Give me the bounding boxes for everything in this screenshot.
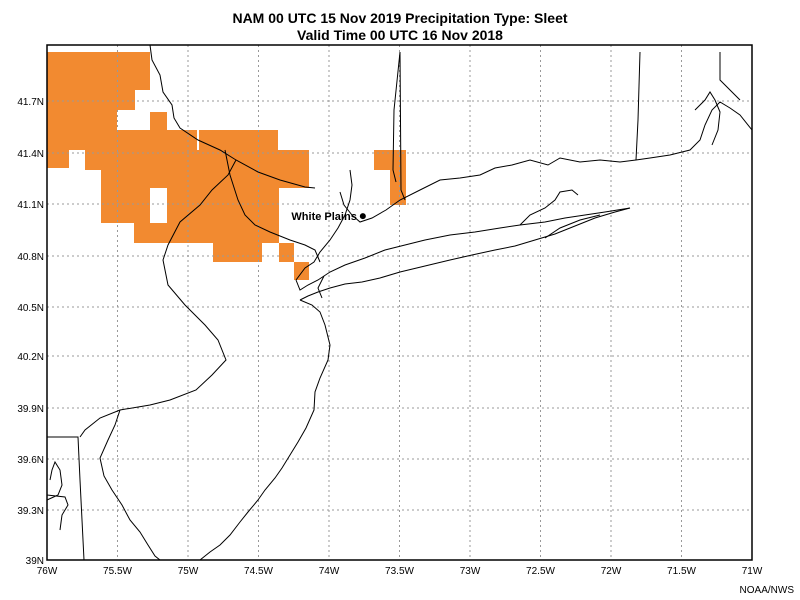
graticule: [47, 45, 752, 560]
map-subtitle: Valid Time 00 UTC 16 Nov 2018: [297, 27, 503, 43]
longitude-labels: 76W 75.5W 75W 74.5W 74W 73.5W 73W 72.5W 72W 71.5W…: [37, 566, 763, 577]
lon-tick-label: 75W: [178, 566, 199, 577]
sleet-area: [47, 52, 406, 280]
credit-label: NOAA/NWS: [739, 585, 794, 596]
lon-tick-label: 72W: [601, 566, 622, 577]
lon-tick-label: 75.5W: [103, 566, 132, 577]
lat-tick-label: 39.3N: [17, 506, 44, 517]
lat-tick-label: 40.8N: [17, 252, 44, 263]
lon-tick-label: 71W: [742, 566, 763, 577]
lat-tick-label: 39.9N: [17, 404, 44, 415]
lon-tick-label: 74W: [319, 566, 340, 577]
lon-tick-label: 76W: [37, 566, 58, 577]
state-boundaries: [47, 44, 741, 561]
lat-tick-label: 40.5N: [17, 303, 44, 314]
lon-tick-label: 72.5W: [526, 566, 555, 577]
lon-tick-label: 74.5W: [244, 566, 273, 577]
map-frame: [46, 44, 753, 561]
lat-tick-label: 40.2N: [17, 352, 44, 363]
latitude-labels: 41.7N 41.4N 41.1N 40.8N 40.5N 40.2N 39.9N 39.6N…: [17, 97, 44, 567]
city-label: White Plains: [291, 211, 356, 223]
coastline: [46, 91, 753, 561]
lat-tick-label: 41.7N: [17, 97, 44, 108]
white-plains-marker: White Plains: [291, 211, 366, 223]
lon-tick-label: 73W: [460, 566, 481, 577]
lat-tick-label: 39.6N: [17, 455, 44, 466]
lat-tick-label: 41.1N: [17, 200, 44, 211]
lat-tick-label: 39N: [26, 556, 44, 567]
lon-tick-label: 73.5W: [385, 566, 414, 577]
lon-tick-label: 71.5W: [667, 566, 696, 577]
lat-tick-label: 41.4N: [17, 149, 44, 160]
map-title: NAM 00 UTC 15 Nov 2019 Precipitation Typ…: [232, 10, 568, 26]
